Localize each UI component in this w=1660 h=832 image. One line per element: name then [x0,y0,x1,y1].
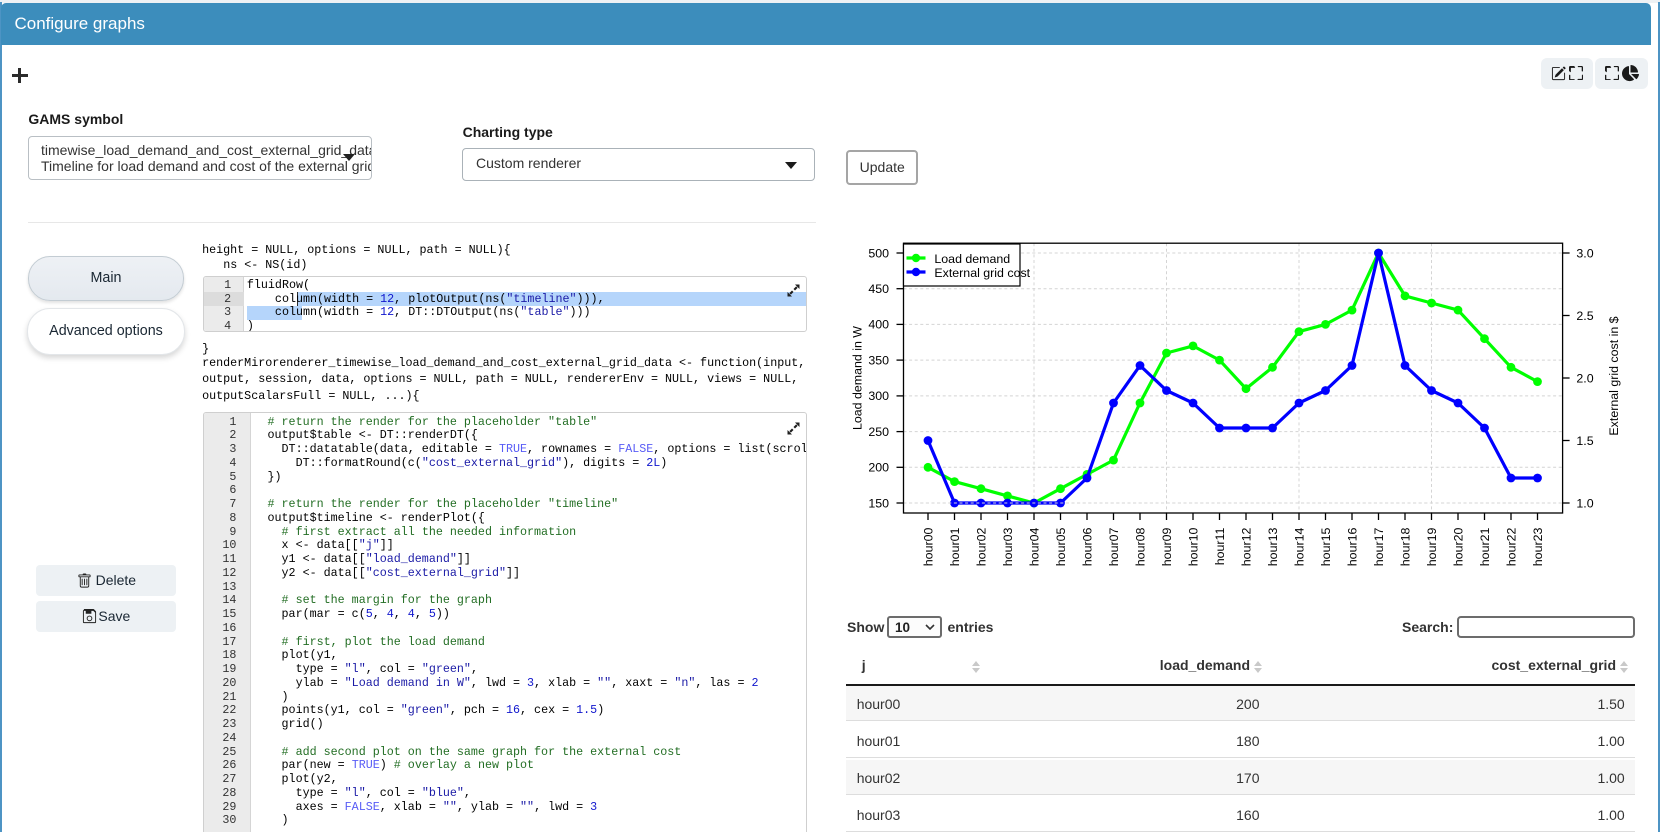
svg-text:hour09: hour09 [1160,528,1174,567]
svg-text:hour10: hour10 [1187,528,1201,567]
svg-text:hour02: hour02 [975,528,989,567]
svg-text:hour18: hour18 [1399,528,1413,567]
svg-text:hour06: hour06 [1081,528,1095,567]
svg-text:150: 150 [868,496,889,510]
svg-text:1.5: 1.5 [1576,434,1593,448]
svg-text:hour16: hour16 [1346,528,1360,567]
svg-text:hour13: hour13 [1266,528,1280,567]
svg-text:hour11: hour11 [1213,528,1227,566]
svg-text:hour19: hour19 [1425,528,1439,567]
svg-text:200: 200 [868,461,889,475]
svg-text:3.0: 3.0 [1576,246,1593,260]
svg-text:hour01: hour01 [948,528,962,567]
svg-text:500: 500 [868,246,889,260]
svg-text:hour14: hour14 [1293,528,1307,567]
svg-text:450: 450 [868,282,889,296]
svg-text:hour21: hour21 [1478,528,1492,567]
svg-text:1.0: 1.0 [1576,496,1593,510]
svg-text:hour04: hour04 [1028,528,1042,567]
svg-text:hour17: hour17 [1372,528,1386,567]
svg-text:hour03: hour03 [1001,528,1015,567]
svg-text:250: 250 [868,425,889,439]
svg-text:hour07: hour07 [1107,528,1121,567]
svg-text:Load demand in W: Load demand in W [851,326,865,430]
svg-text:2.0: 2.0 [1576,371,1593,385]
svg-text:hour15: hour15 [1319,528,1333,567]
svg-text:External grid cost in $: External grid cost in $ [1607,316,1621,435]
svg-text:hour05: hour05 [1054,528,1068,567]
svg-text:hour20: hour20 [1452,528,1466,567]
svg-text:300: 300 [868,389,889,403]
svg-text:350: 350 [868,353,889,367]
svg-text:hour12: hour12 [1240,528,1254,567]
svg-text:hour22: hour22 [1505,528,1519,567]
svg-text:External grid cost: External grid cost [934,266,1030,280]
svg-text:2.5: 2.5 [1576,309,1593,323]
svg-text:hour00: hour00 [922,528,936,567]
svg-text:hour08: hour08 [1134,528,1148,567]
svg-text:hour23: hour23 [1531,528,1545,567]
svg-text:400: 400 [868,318,889,332]
svg-text:Load demand: Load demand [934,252,1010,266]
